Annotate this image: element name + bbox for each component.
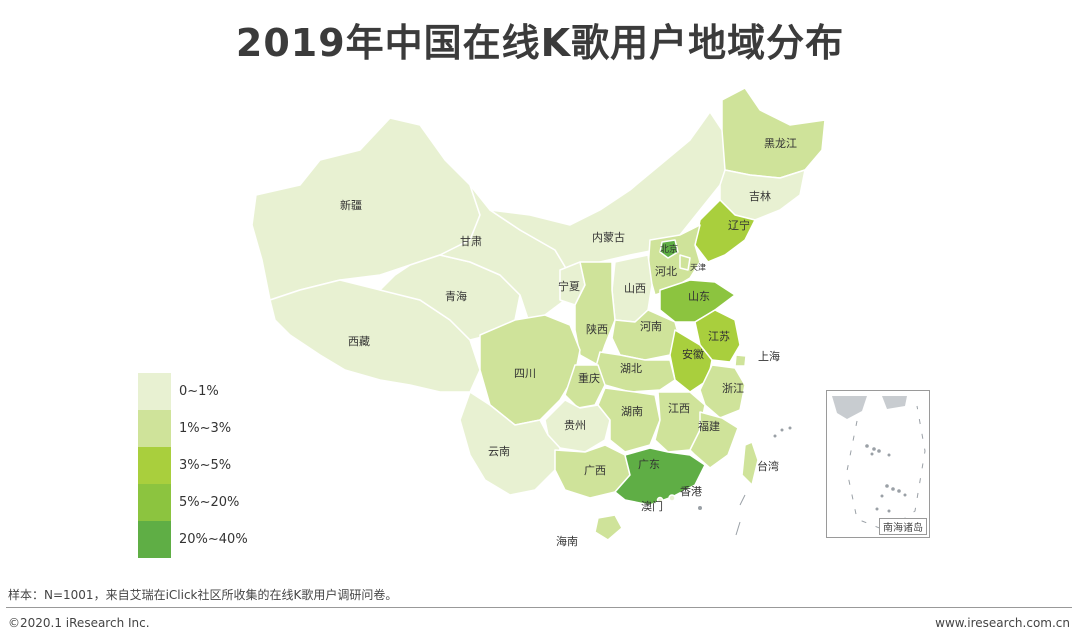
legend-label: 1%~3% (179, 421, 232, 436)
legend-label: 20%~40% (179, 532, 248, 547)
label-zhejiang: 浙江 (722, 382, 744, 395)
island-dots (698, 426, 792, 510)
label-xinjiang: 新疆 (340, 198, 362, 212)
label-anhui: 安徽 (682, 347, 704, 361)
label-hubei: 湖北 (620, 362, 642, 375)
inset-coast-east (882, 396, 907, 409)
website-link[interactable]: www.iresearch.com.cn (935, 616, 1070, 630)
legend-label: 0~1% (179, 384, 219, 399)
label-jiangsu: 江苏 (708, 330, 730, 343)
legend-swatch (138, 410, 171, 447)
map-legend: 0~1% 1%~3% 3%~5% 5%~20% 20%~40% (138, 373, 248, 558)
label-heilongjiang: 黑龙江 (764, 137, 797, 150)
inset-coast (832, 396, 867, 419)
label-fujian: 福建 (698, 419, 720, 433)
label-gansu: 甘肃 (460, 235, 482, 248)
label-hainan: 海南 (556, 534, 578, 548)
legend-item: 20%~40% (138, 521, 248, 558)
copyright: ©2020.1 iResearch Inc. (8, 616, 150, 630)
sea-border-dashes (735, 494, 746, 536)
legend-item: 5%~20% (138, 484, 248, 521)
label-xizang: 西藏 (348, 335, 370, 348)
province-xianggang[interactable] (668, 494, 676, 502)
province-fujian[interactable] (689, 411, 739, 469)
legend-swatch (138, 521, 171, 558)
label-shandong: 山东 (688, 290, 710, 303)
legend-label: 5%~20% (179, 495, 240, 510)
page-title: 2019年中国在线K歌用户地域分布 (235, 21, 845, 65)
province-tianjin[interactable] (679, 254, 691, 271)
inset-label: 南海诸岛 (879, 518, 927, 535)
legend-item: 1%~3% (138, 410, 248, 447)
legend-swatch (138, 484, 171, 521)
footnote: 样本：N=1001，来自艾瑞在iClick社区所收集的在线K歌用户调研问卷。 (8, 588, 398, 602)
province-hainan[interactable] (594, 514, 623, 541)
province-guangdong[interactable] (614, 447, 706, 506)
label-liaoning: 辽宁 (728, 218, 750, 232)
legend-label: 3%~5% (179, 458, 232, 473)
label-jilin: 吉林 (749, 189, 771, 203)
inset-islands (865, 444, 907, 513)
province-zhejiang[interactable] (699, 364, 746, 419)
label-shaanxi: 陕西 (586, 322, 608, 336)
legend-item: 3%~5% (138, 447, 248, 484)
province-beijing[interactable] (659, 239, 679, 259)
province-shanghai[interactable] (734, 354, 747, 367)
province-liaoning[interactable] (694, 199, 756, 263)
label-aomen: 澳门 (641, 499, 663, 513)
label-neimenggu: 内蒙古 (592, 230, 625, 244)
label-sichuan: 四川 (514, 367, 536, 380)
label-beijing: 北京 (660, 243, 678, 255)
label-hunan: 湖南 (621, 405, 643, 418)
province-anhui[interactable] (669, 329, 713, 393)
label-guizhou: 贵州 (564, 419, 586, 432)
label-qinghai: 青海 (445, 289, 467, 303)
province-jilin[interactable] (719, 169, 806, 221)
label-chongqing: 重庆 (578, 371, 600, 385)
province-aomen[interactable] (656, 496, 664, 504)
province-taiwan[interactable] (741, 441, 759, 486)
nine-dash-line (846, 405, 926, 532)
label-hebei: 河北 (655, 265, 677, 278)
legend-item: 0~1% (138, 373, 248, 410)
label-yunnan: 云南 (488, 445, 510, 458)
label-jiangxi: 江西 (668, 402, 690, 415)
footer-divider (6, 607, 1072, 608)
south-china-sea-inset: 南海诸岛 (826, 390, 930, 538)
label-xianggang: 香港 (680, 485, 702, 498)
label-taiwan: 台湾 (757, 459, 779, 473)
inset-map (832, 396, 926, 532)
province-heilongjiang[interactable] (721, 87, 826, 179)
legend-swatch (138, 447, 171, 484)
legend-swatch (138, 373, 171, 410)
label-guangdong: 广东 (638, 458, 660, 471)
label-shanxi: 山西 (624, 282, 646, 295)
label-ningxia: 宁夏 (558, 279, 580, 293)
province-hunan[interactable] (597, 387, 661, 453)
label-henan: 河南 (640, 320, 662, 333)
label-guangxi: 广西 (584, 464, 606, 477)
label-tianjin: 天津 (690, 262, 706, 272)
label-shanghai: 上海 (758, 349, 780, 363)
